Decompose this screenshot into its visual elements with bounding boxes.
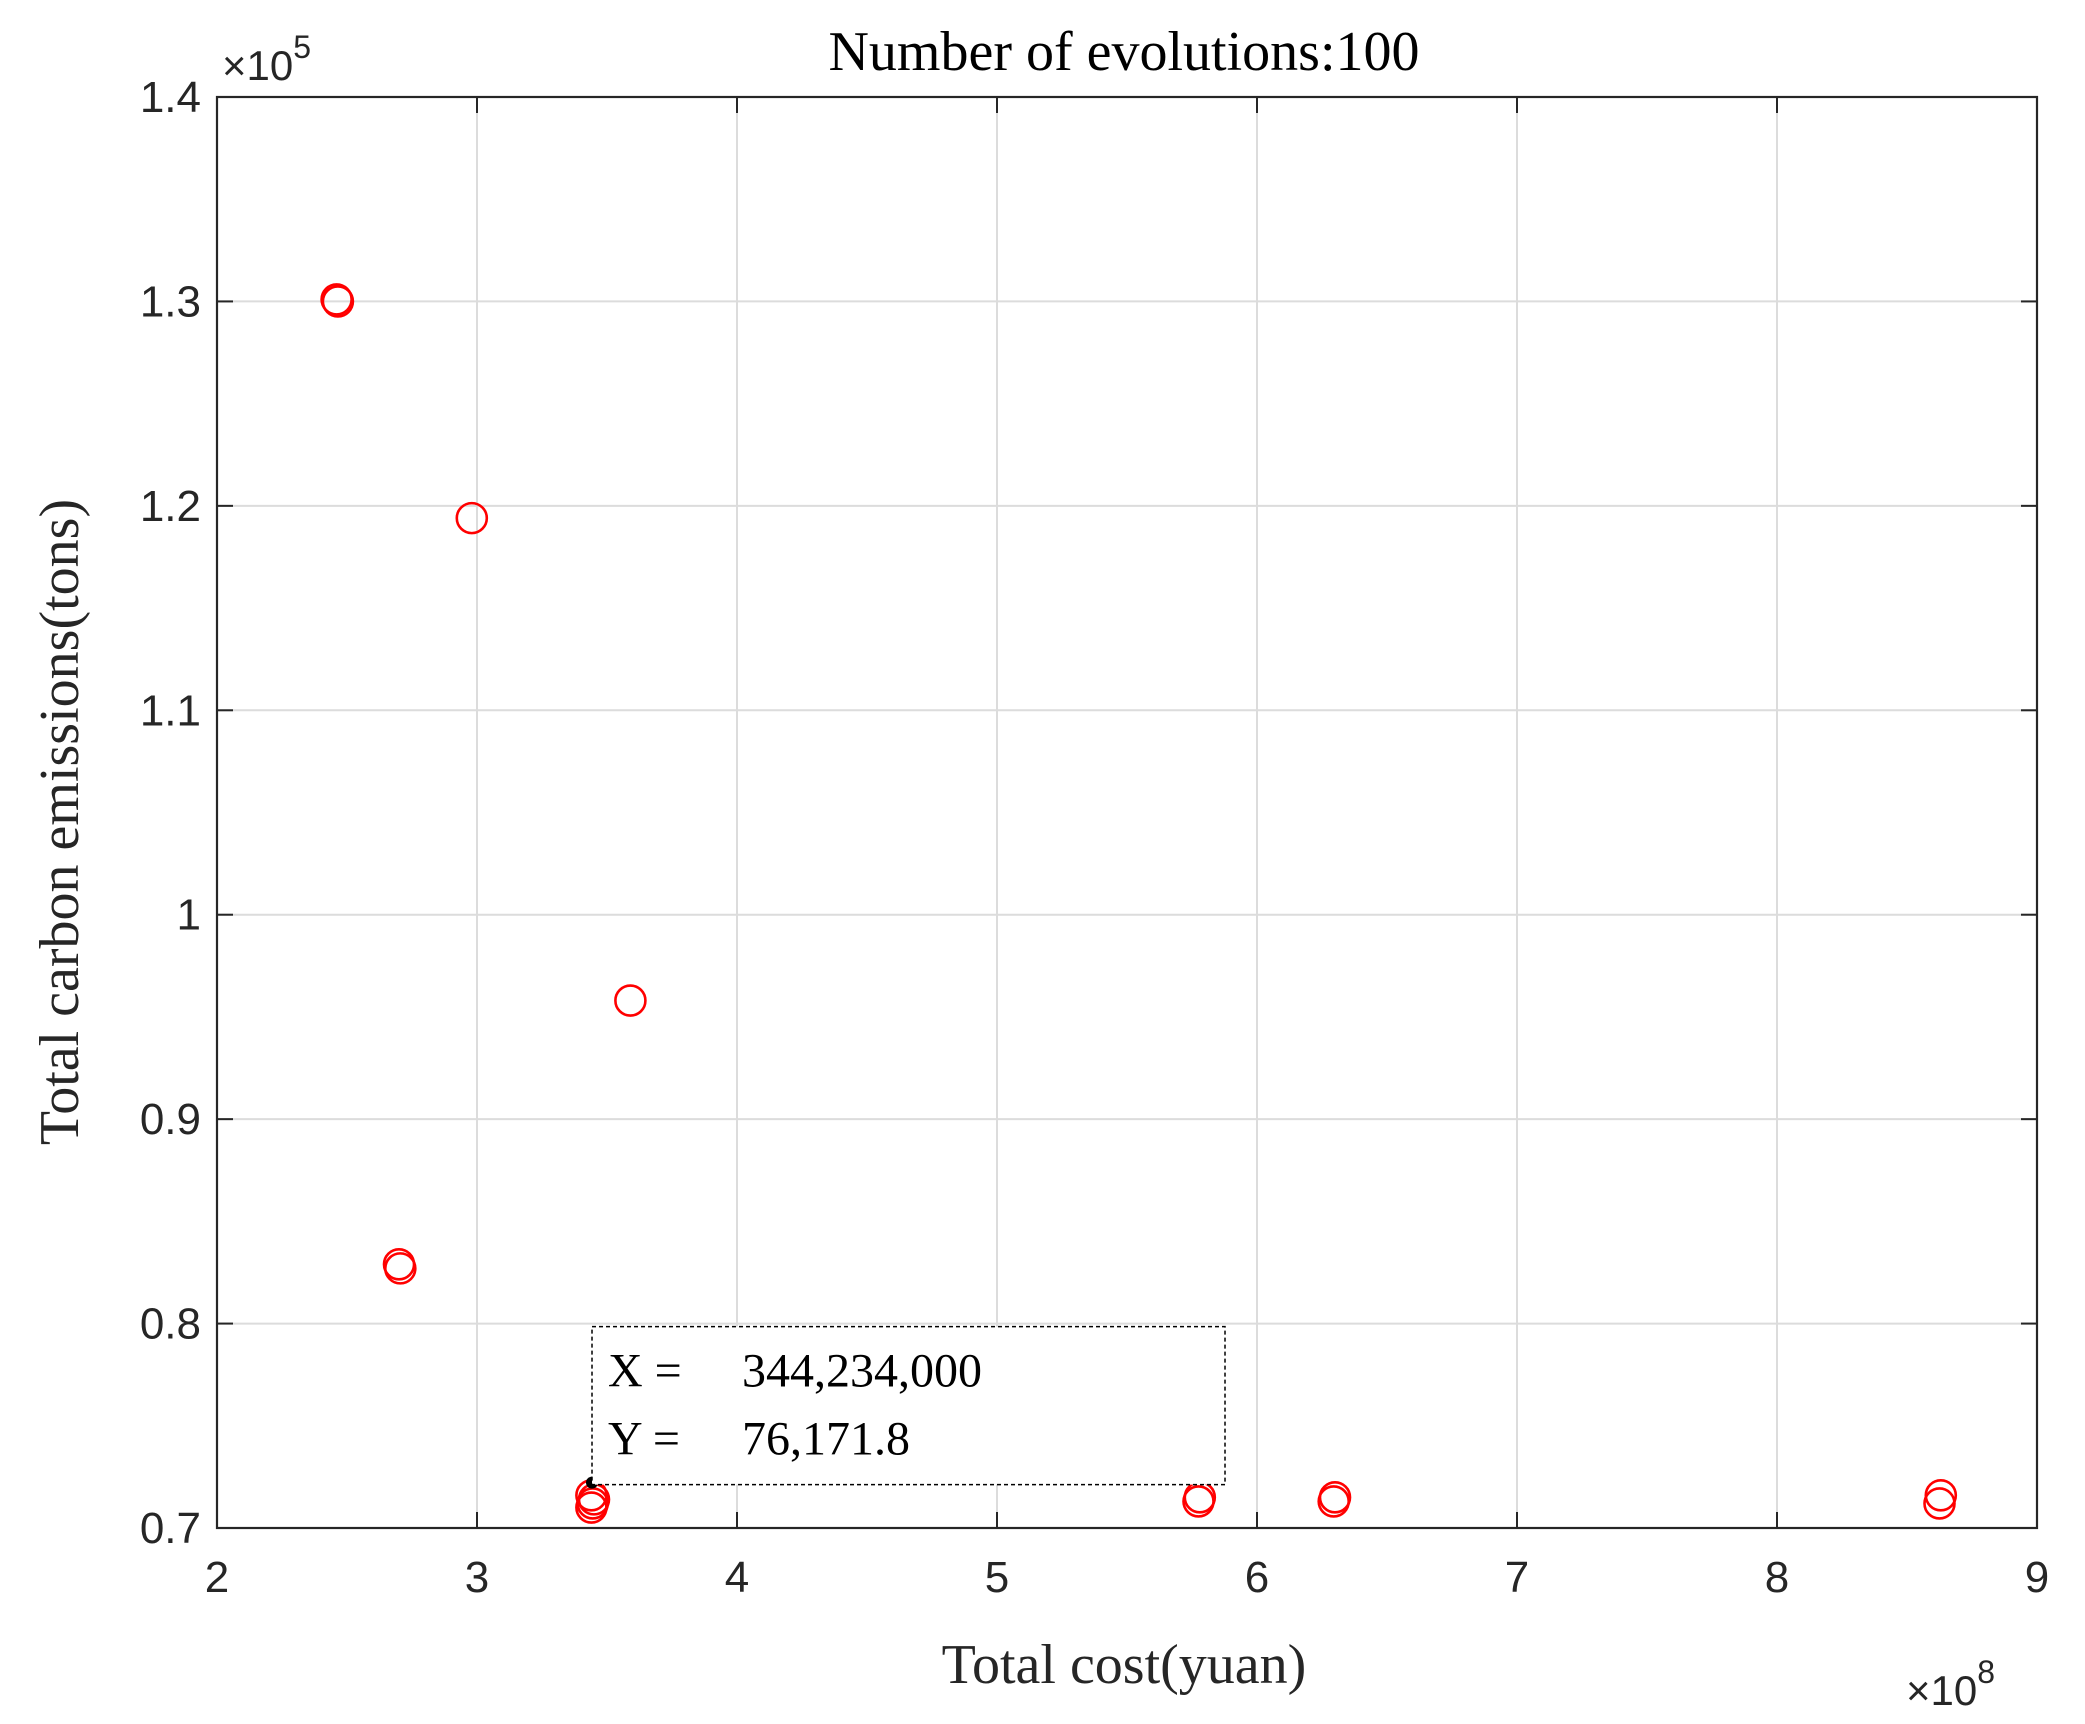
x-axis-label: Total cost(yuan) [942,1634,1307,1696]
y-tick-label: 0.8 [140,1300,201,1349]
y-tick-label: 1.3 [140,277,201,326]
datatip-x-label: X = [608,1345,682,1398]
x-tick-label: 2 [205,1553,229,1602]
datatip-y-label: Y = [608,1413,680,1466]
x-tick-labels: 2 3 4 5 6 7 8 9 [205,1553,2049,1602]
data-points [320,283,1958,1524]
y-tick-label: 1.2 [140,482,201,531]
datatip-box [591,1325,1226,1486]
x-tick-label: 4 [725,1553,749,1602]
y-exponent-label: ×105 [222,29,311,89]
y-tick-labels: 0.7 0.8 0.9 1 1.1 1.2 1.3 1.4 [140,73,201,1553]
x-exponent-base: ×10 [1906,1667,1977,1714]
x-exponent-label: ×108 [1906,1654,1995,1714]
chart-title: Number of evolutions:100 [828,21,1419,83]
y-tick-label: 1 [177,891,201,940]
datatip-y-value: 76,171.8 [742,1413,910,1466]
y-exponent-base: ×10 [222,42,293,89]
grid-lines [217,97,2037,1528]
data-point [383,1252,417,1285]
x-tick-label: 8 [1765,1553,1789,1602]
y-tick-label: 1.4 [140,73,201,122]
plot-area [217,97,2037,1528]
y-tick-label: 1.1 [140,686,201,735]
data-point [321,285,355,318]
data-point [1317,1485,1350,1518]
data-point [1182,1485,1215,1518]
x-tick-label: 9 [2025,1553,2049,1602]
datatip-x-value: 344,234,000 [742,1345,982,1398]
x-tick-label: 7 [1505,1553,1529,1602]
x-exponent-power: 8 [1977,1654,1995,1690]
plot-border [215,95,2039,1530]
x-tick-label: 6 [1245,1553,1269,1602]
x-tick-label: 5 [985,1553,1009,1602]
y-tick-label: 0.9 [140,1095,201,1144]
data-point [614,984,647,1017]
y-tick-label: 0.7 [140,1504,201,1553]
data-point [1923,1487,1956,1520]
y-exponent-power: 5 [293,29,311,65]
y-axis-label: Total carbon emissions(tons) [29,499,91,1145]
datatip[interactable]: X = 344,234,000 Y = 76,171.8 [586,1325,1226,1489]
x-tick-label: 3 [465,1553,489,1602]
data-point [455,501,489,535]
